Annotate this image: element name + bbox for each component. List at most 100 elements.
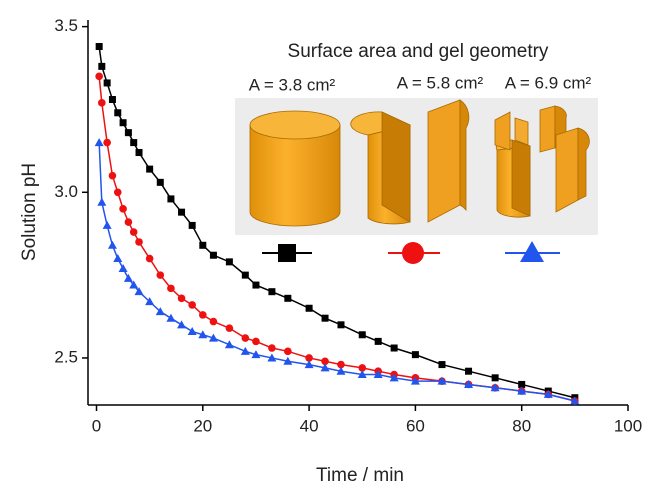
marker [438,361,446,369]
marker [134,287,144,296]
marker [241,271,249,279]
marker [268,344,276,352]
marker [129,280,139,289]
x-tick-label: 100 [614,416,642,435]
marker [252,337,260,346]
x-tick-label: 20 [193,416,212,435]
marker [146,165,154,173]
marker [103,138,111,147]
x-tick-label: 40 [300,416,319,435]
marker [411,351,419,359]
x-tick-label: 60 [406,416,425,435]
marker [199,311,207,319]
marker [97,197,107,206]
area-label: A = 3.8 cm² [249,75,336,94]
marker [305,354,313,362]
marker [284,347,292,356]
marker [491,374,499,382]
x-axis-label: Time / min [316,465,404,486]
marker [108,171,117,180]
marker [156,178,164,186]
marker [167,284,175,293]
marker [135,149,143,157]
marker [357,370,367,379]
marker [464,379,474,388]
y-tick-label: 3.5 [54,16,78,35]
marker [188,301,196,309]
marker [437,376,447,385]
marker [304,360,314,369]
marker [119,119,127,127]
marker [135,238,143,246]
marker [95,43,103,51]
marker [320,363,330,372]
marker [98,99,106,107]
marker [102,220,112,229]
y-axis-label: Solution pH [19,163,40,261]
marker [199,241,207,249]
marker [177,294,186,303]
marker [373,370,383,379]
marker [389,373,399,382]
marker [570,396,580,405]
marker [94,138,104,147]
marker [240,346,250,355]
marker [305,304,313,312]
marker [124,218,133,226]
marker [107,240,117,249]
marker [108,96,116,104]
marker [251,350,261,359]
marker [337,360,345,369]
marker [145,297,155,306]
marker [167,195,175,203]
marker [178,208,186,216]
marker [209,317,218,326]
marker [374,337,382,345]
marker [208,333,218,342]
marker [518,380,526,388]
marker [198,330,208,339]
marker [284,294,292,302]
marker [225,324,234,332]
x-tick-label: 0 [92,416,101,435]
marker [98,62,106,70]
marker [119,205,127,213]
marker [358,364,367,372]
marker [358,331,366,339]
marker [113,254,123,263]
marker [321,314,329,322]
marker [268,288,276,296]
marker [155,307,165,316]
marker [113,188,122,197]
marker [225,258,233,266]
gel-shapes [249,99,590,227]
series-line [98,46,576,399]
marker [224,340,234,349]
y-tick-label: 3.0 [54,182,78,201]
area-label: A = 5.8 cm² [397,73,484,92]
marker [517,386,527,395]
marker [336,366,346,375]
marker [114,109,122,117]
marker [118,263,128,272]
area-label: A = 6.9 cm² [505,73,592,92]
marker [187,326,197,335]
inset-title: Surface area and gel geometry [288,41,549,62]
marker [103,79,111,87]
marker [209,251,217,259]
marker [267,353,277,362]
marker [390,344,398,352]
marker [129,228,138,236]
series-line [98,142,576,402]
marker [177,320,187,329]
marker [166,313,176,322]
marker [124,129,132,137]
marker [337,321,345,329]
marker [410,376,420,385]
marker [156,271,165,279]
marker [321,357,329,366]
marker [123,273,133,282]
series-line [98,76,576,402]
marker [241,334,250,342]
